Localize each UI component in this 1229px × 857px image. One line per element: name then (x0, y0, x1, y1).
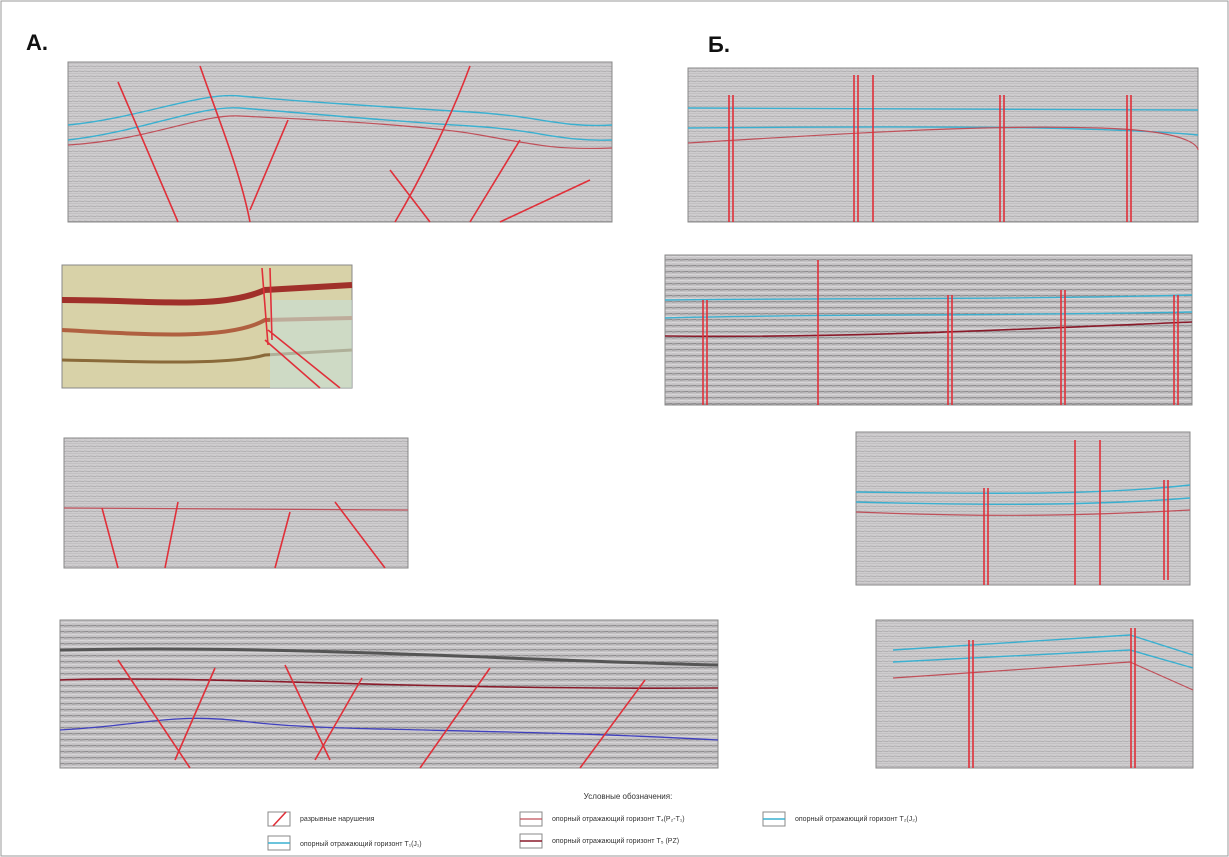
legend-item: опорный отражающий горизонт Т₁(J₁) (300, 840, 422, 848)
horizon (892, 634, 1194, 656)
section-b2 (664, 254, 1193, 406)
legend-item: опорный отражающий горизонт Т₂(J₂) (795, 815, 917, 823)
section-b3 (855, 431, 1191, 586)
legend: Условные обозначения: разрывные нарушени… (267, 792, 917, 851)
fault (117, 65, 591, 223)
panel-label: Б. (708, 32, 730, 57)
horizon (855, 497, 1191, 506)
horizon (59, 678, 719, 689)
horizon (63, 507, 409, 511)
horizon (61, 282, 353, 306)
seismic-section (664, 254, 1193, 406)
section-a2 (61, 264, 353, 389)
legend-swatch (272, 811, 287, 827)
horizon (687, 107, 1199, 111)
seismic-section (59, 619, 719, 769)
horizon (67, 107, 613, 141)
legend-item: опорный отражающий горизонт Т₄(P₂-T₁) (552, 815, 685, 823)
horizon (59, 717, 719, 741)
horizon (855, 509, 1191, 516)
horizon (687, 126, 1199, 151)
horizon (67, 115, 613, 150)
fault (261, 267, 341, 389)
fault (101, 501, 386, 569)
horizon (61, 348, 353, 364)
horizon (892, 661, 1194, 691)
horizon (67, 94, 613, 127)
legend-title: Условные обозначения: (584, 792, 673, 801)
shading (270, 300, 352, 388)
section-b1 (687, 67, 1199, 223)
legend-swatch (267, 811, 291, 827)
fault (968, 628, 1136, 768)
seismic-section (63, 437, 409, 569)
section-b4 (875, 619, 1194, 769)
horizon (664, 311, 1193, 319)
fault (117, 659, 646, 769)
seismic-section (687, 67, 1199, 223)
section-a3 (63, 437, 409, 569)
seismic-section (67, 61, 613, 223)
horizon (59, 647, 719, 667)
fault (702, 260, 1179, 405)
horizon (664, 321, 1193, 338)
horizon (61, 316, 353, 337)
fault (728, 75, 1132, 222)
horizon (892, 649, 1194, 669)
fault (983, 440, 1169, 585)
section-a4 (59, 619, 719, 769)
panel-label: А. (26, 30, 48, 55)
seismic-section (875, 619, 1194, 769)
section-a1 (67, 61, 613, 223)
legend-item: разрывные нарушения (300, 816, 375, 823)
horizon (664, 294, 1193, 301)
seismic-section (855, 431, 1191, 586)
legend-item: опорный отражающий горизонт Т₅ (PZ) (552, 837, 679, 845)
horizon (855, 484, 1191, 495)
